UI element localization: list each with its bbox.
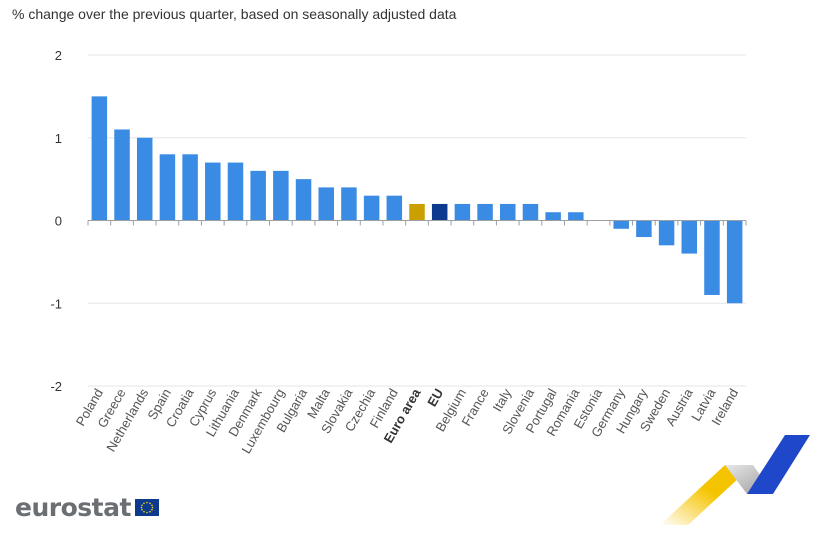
bar-ireland[interactable] [726,220,743,304]
x-axis-ticks: PolandGreeceNetherlandsSpainCroatiaCypru… [73,385,742,456]
bar-austria[interactable] [681,220,698,254]
bar-denmark[interactable] [250,170,266,221]
y-tick-label: 2 [55,48,62,63]
bar-slovenia[interactable] [522,203,539,221]
bar-spain[interactable] [159,154,176,221]
bar-portugal[interactable] [545,212,561,221]
bar-slovakia[interactable] [341,187,357,221]
bar-malta[interactable] [318,187,334,221]
decorative-ribbon-graphic [660,435,810,525]
bar-latvia[interactable] [704,220,720,295]
y-axis-ticks: -2 -1 0 1 2 [50,48,62,394]
bar-luxembourg[interactable] [273,170,289,221]
chart-subtitle: % change over the previous quarter, base… [12,6,457,22]
x-axis [87,220,747,226]
bar-netherlands[interactable] [136,137,153,221]
x-tick-label: EU [424,386,446,409]
bar-cyprus[interactable] [205,162,221,221]
bar-italy[interactable] [500,203,516,221]
bar-sweden[interactable] [658,220,675,246]
bar-czechia[interactable] [363,195,380,221]
bar-poland[interactable] [91,96,108,221]
bar-greece[interactable] [114,129,130,221]
gridlines [88,54,746,387]
y-tick-label: -2 [50,379,62,394]
eurostat-logo: eurostat [15,493,159,522]
bar-belgium[interactable] [454,203,471,221]
y-tick-label: 0 [55,214,62,229]
bar-euro-area[interactable] [409,203,425,221]
y-tick-label: 1 [55,131,62,146]
bar-eu[interactable] [431,203,448,221]
bar-croatia[interactable] [182,154,198,221]
bar-germany[interactable] [613,220,629,229]
bar-france[interactable] [477,203,493,221]
bar-hungary[interactable] [636,220,652,238]
bar-finland[interactable] [386,195,403,221]
y-tick-label: -1 [50,296,62,311]
eu-flag-icon [134,499,159,516]
bars [91,96,743,304]
logo-text: eurostat [15,493,131,522]
bar-bulgaria[interactable] [295,179,312,221]
bar-lithuania[interactable] [227,162,244,221]
bar-romania[interactable] [568,212,584,221]
